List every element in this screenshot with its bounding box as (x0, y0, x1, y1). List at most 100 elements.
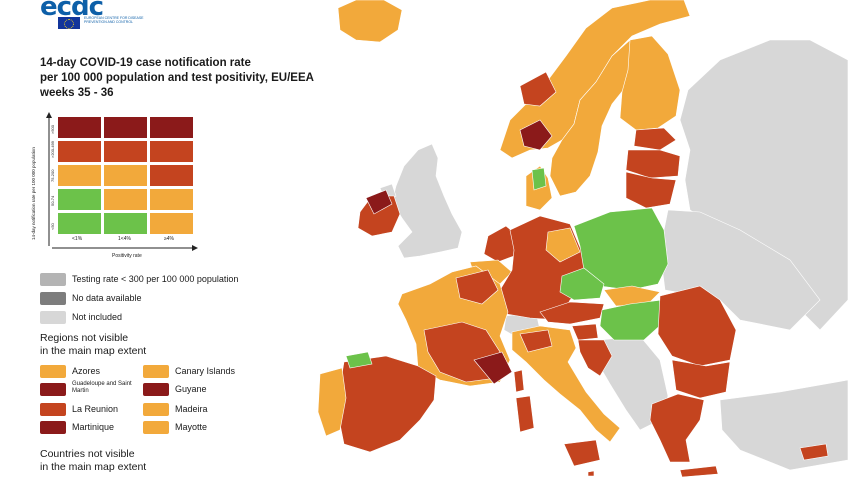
matrix-y-tick: >500 (50, 124, 55, 134)
matrix-cell (150, 117, 193, 138)
sicily (563, 439, 601, 467)
slovakia (603, 285, 661, 307)
turkey (719, 379, 848, 471)
croatia (577, 339, 613, 377)
uk-mainland (391, 143, 463, 259)
legend-not-included-label: Not included (72, 312, 123, 322)
poland (573, 207, 669, 291)
legend-swatch (40, 311, 66, 324)
spain (337, 355, 437, 453)
regions-title-line-2: in the main map extent (40, 345, 147, 357)
region-label: Madeira (175, 404, 208, 414)
hungary (599, 299, 665, 341)
italy-red (519, 329, 553, 353)
sardinia (515, 395, 535, 433)
regions-title-line-1: Regions not visible (40, 332, 129, 344)
legend-no-data-label: No data available (72, 293, 142, 303)
norway (499, 0, 691, 159)
norway-red-region (519, 71, 557, 107)
title-line-3: weeks 35 - 36 (40, 87, 114, 99)
regions-title: Regions not visible in the main map exte… (40, 332, 146, 358)
lithuania (625, 171, 677, 209)
balkans (595, 335, 669, 431)
france-red-north (455, 269, 499, 305)
logo-subtitle: EUROPEAN CENTRE FOR DISEASE PREVENTION A… (84, 16, 144, 24)
matrix-cell (150, 141, 193, 162)
region-label: Guadeloupe and Saint Martin (72, 381, 132, 394)
matrix-cell (104, 141, 147, 162)
region-swatch (143, 421, 169, 434)
matrix-x-tick: <1% (72, 236, 83, 242)
belarus-ukraine (659, 209, 821, 331)
matrix-cell (58, 213, 101, 234)
matrix-y-tick: <50 (50, 223, 55, 230)
matrix-x-tick: 1<4% (118, 236, 131, 242)
latvia (625, 149, 681, 179)
title-line-2: per 100 000 population and test positivi… (40, 72, 314, 84)
iceland (337, 0, 403, 43)
matrix-x-axis-label: Positivity rate (112, 253, 142, 259)
matrix-cell (104, 189, 147, 210)
map-title: 14-day COVID-19 case notification rate p… (40, 56, 340, 101)
region-label: Martinique (72, 422, 115, 432)
matrix-y-axis-label: 14-day notification rate per 100 000 pop… (31, 147, 36, 240)
france-dark-southeast (473, 351, 513, 385)
finland (619, 35, 681, 131)
greece (649, 393, 705, 463)
crete (679, 465, 719, 477)
region-swatch (143, 403, 169, 416)
matrix-y-tick: >200-499 (50, 140, 55, 158)
region-label: Guyane (175, 384, 207, 394)
sweden (549, 39, 641, 197)
matrix-y-tick: 50-74 (50, 195, 55, 206)
region-swatch (40, 383, 66, 396)
slovenia (571, 323, 599, 341)
logo-wordmark: ecdc (40, 0, 104, 22)
matrix-cell (58, 141, 101, 162)
legend-swatch (40, 292, 66, 305)
matrix-cell (104, 117, 147, 138)
region-label: Mayotte (175, 422, 208, 432)
region-swatch (143, 383, 169, 396)
matrix-cell (104, 213, 147, 234)
legend-testing-rate-label: Testing rate < 300 per 100 000 populatio… (72, 274, 239, 284)
matrix-y-tick: 75-200 (50, 169, 55, 182)
ecdc-logo: ecdc EUROPEAN CENTRE FOR DISEASE PREVENT… (40, 0, 160, 30)
region-swatch (40, 421, 66, 434)
matrix-cell (58, 189, 101, 210)
estonia (633, 127, 677, 151)
germany-orange (545, 227, 581, 263)
corsica (513, 369, 525, 393)
czechia (559, 267, 605, 301)
region-swatch (40, 365, 66, 378)
legend-swatch (40, 273, 66, 286)
spain-green (345, 351, 373, 369)
matrix-cell (150, 165, 193, 186)
matrix-cell (104, 165, 147, 186)
matrix-cell (58, 117, 101, 138)
portugal (317, 367, 347, 437)
eu-flag-icon (58, 17, 80, 29)
austria (539, 301, 605, 325)
matrix-cell (150, 213, 193, 234)
ireland-dark (365, 189, 393, 215)
matrix-cell (58, 165, 101, 186)
title-line-1: 14-day COVID-19 case notification rate (40, 57, 251, 69)
region-label: Azores (72, 366, 101, 376)
region-label: Canary Islands (175, 366, 236, 376)
cyprus (799, 443, 829, 461)
countries-title: Countries not visible in the main map ex… (40, 448, 146, 474)
region-swatch (143, 365, 169, 378)
y-axis-arrow (46, 112, 52, 246)
bulgaria (671, 359, 731, 399)
countries-title-line-2: in the main map extent (40, 461, 147, 473)
italy (511, 325, 621, 443)
romania (657, 285, 737, 367)
region-swatch (40, 403, 66, 416)
region-label: La Reunion (72, 404, 119, 414)
malta (587, 470, 595, 477)
countries-title-line-1: Countries not visible (40, 448, 135, 460)
matrix-x-tick: ≥4% (164, 236, 174, 242)
norway-dark-region (519, 119, 553, 151)
